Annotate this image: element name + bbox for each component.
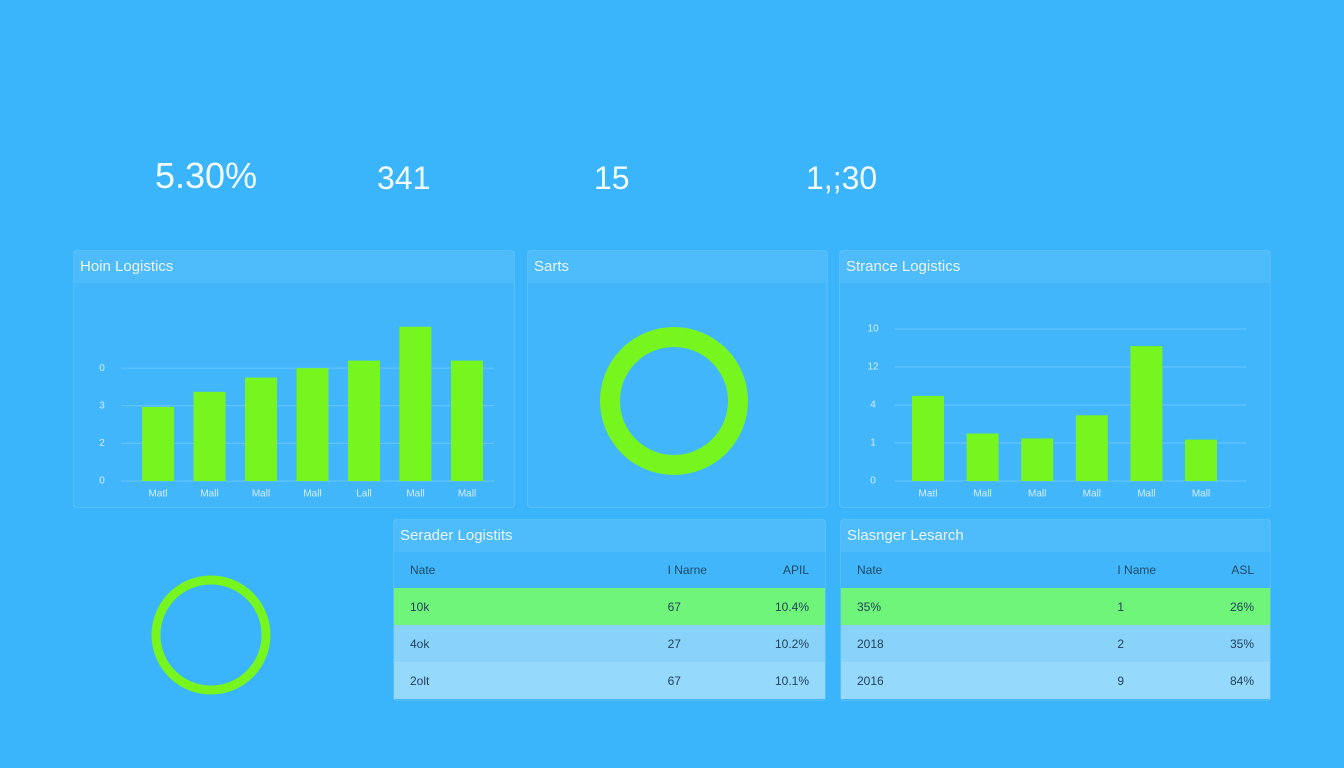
table-cell: ASL: [1231, 563, 1254, 577]
table-panel: Serader Logistits Nate I Narne APIL 10k 67 10…: [393, 519, 826, 701]
bar: [1130, 346, 1163, 481]
table: Nate I Narne APIL 10k 67 10.4% 4ok 27 10.2% 2olt 6…: [394, 552, 825, 699]
table-cell: 4ok: [410, 636, 430, 651]
donut-ring: [600, 327, 748, 475]
table-cell: I Name: [1117, 563, 1157, 577]
panel-title: Strance Logistics: [840, 251, 1270, 283]
x-tick-label: Mall: [406, 489, 424, 500]
ring-widget: [151, 575, 271, 695]
x-tick-label: Mall: [252, 489, 270, 500]
table-panel: Slasnger Lesarch Nate I Name ASL 35% 1 26% 201…: [840, 519, 1271, 701]
panel-title: Sarts: [528, 251, 827, 283]
bar: [399, 326, 432, 481]
y-tick-label: 2: [99, 438, 105, 449]
table-cell: 35%: [857, 599, 882, 614]
table-row: 35% 1 26%: [841, 588, 1270, 625]
y-tick-label: 10: [867, 324, 879, 335]
table-row: 2olt 67 10.1%: [394, 662, 825, 699]
table-cell: 2olt: [410, 673, 430, 688]
x-tick-label: Mall: [1083, 489, 1101, 500]
table-cell: 9: [1117, 673, 1125, 688]
table-row: 10k 67 10.4%: [394, 588, 825, 625]
bar: [1185, 439, 1217, 481]
table-cell: 10k: [410, 599, 430, 614]
table-cell: Nate: [857, 563, 883, 577]
table-cell: 35%: [1229, 636, 1254, 651]
bar: [1021, 438, 1054, 481]
y-tick-label: 1: [870, 438, 876, 449]
kpi: 5.30%: [155, 155, 258, 196]
table-cell: 26%: [1229, 599, 1254, 614]
table-row: Nate I Narne APIL: [394, 552, 825, 588]
bar: [451, 360, 483, 481]
x-tick-label: Mall: [1137, 489, 1155, 500]
table-cell: 2018: [857, 636, 884, 651]
table-cell: I Narne: [667, 563, 707, 577]
table: Nate I Name ASL 35% 1 26% 2018 2 35% 2016 9 84%: [841, 552, 1270, 699]
bar: [142, 406, 174, 481]
bar-chart: 0 2 3 0 Matl Mall Mall Mall Lall Mall Mall: [99, 326, 494, 500]
kpi: 15: [594, 160, 630, 196]
table-cell: 27: [667, 636, 681, 651]
bar: [966, 433, 999, 481]
bar: [1075, 415, 1108, 481]
bar: [348, 360, 380, 481]
panel-title: Slasnger Lesarch: [841, 520, 1270, 552]
x-tick-label: Lall: [356, 489, 372, 500]
table-cell: 84%: [1229, 673, 1254, 688]
table-cell: Nate: [410, 563, 436, 577]
table-row: Nate I Name ASL: [841, 552, 1270, 588]
y-tick-label: 0: [99, 476, 105, 487]
kpi: 341: [377, 160, 431, 196]
chart-panel: Sarts: [527, 250, 828, 508]
x-tick-label: Mall: [1192, 489, 1210, 500]
donut-chart: [600, 327, 748, 475]
bar: [296, 368, 329, 481]
ring: [151, 575, 271, 695]
table-cell: 67: [667, 599, 681, 614]
panel-title: Serader Logistits: [394, 520, 825, 552]
x-tick-label: Mall: [200, 489, 218, 500]
panel-title: Hoin Logistics: [74, 251, 514, 283]
table-cell: 2: [1117, 636, 1125, 651]
table-row: 2016 9 84%: [841, 662, 1270, 699]
table-cell: 1: [1117, 599, 1125, 614]
bar: [245, 377, 277, 481]
table-cell: 10.4%: [774, 599, 809, 614]
x-tick-label: Mall: [1028, 489, 1046, 500]
bar: [193, 391, 226, 481]
table-row: 2018 2 35%: [841, 625, 1270, 662]
chart-panel: Hoin Logistics 0 2 3 0 Matl Mall Mall Mall Lall M…: [73, 250, 515, 508]
kpi: 1,;30: [806, 160, 878, 196]
table-cell: 10.1%: [774, 673, 809, 688]
x-tick-label: Mall: [303, 489, 321, 500]
table-cell: APIL: [782, 563, 809, 577]
x-tick-label: Matl: [149, 489, 168, 500]
y-tick-label: 3: [99, 400, 105, 411]
table-cell: 67: [667, 673, 681, 688]
x-tick-label: Matl: [919, 489, 938, 500]
y-tick-label: 0: [99, 363, 105, 374]
x-tick-label: Mall: [973, 489, 991, 500]
table-cell: 2016: [857, 673, 884, 688]
table-row: 4ok 27 10.2%: [394, 625, 825, 662]
bar: [912, 395, 944, 481]
y-tick-label: 4: [870, 400, 876, 411]
y-tick-label: 0: [870, 476, 876, 487]
y-tick-label: 12: [867, 362, 879, 373]
chart-panel: Strance Logistics 0 1 4 12 10 Matl Mall Mall Mal…: [839, 250, 1271, 508]
table-cell: 10.2%: [774, 636, 809, 651]
x-tick-label: Mall: [458, 489, 476, 500]
